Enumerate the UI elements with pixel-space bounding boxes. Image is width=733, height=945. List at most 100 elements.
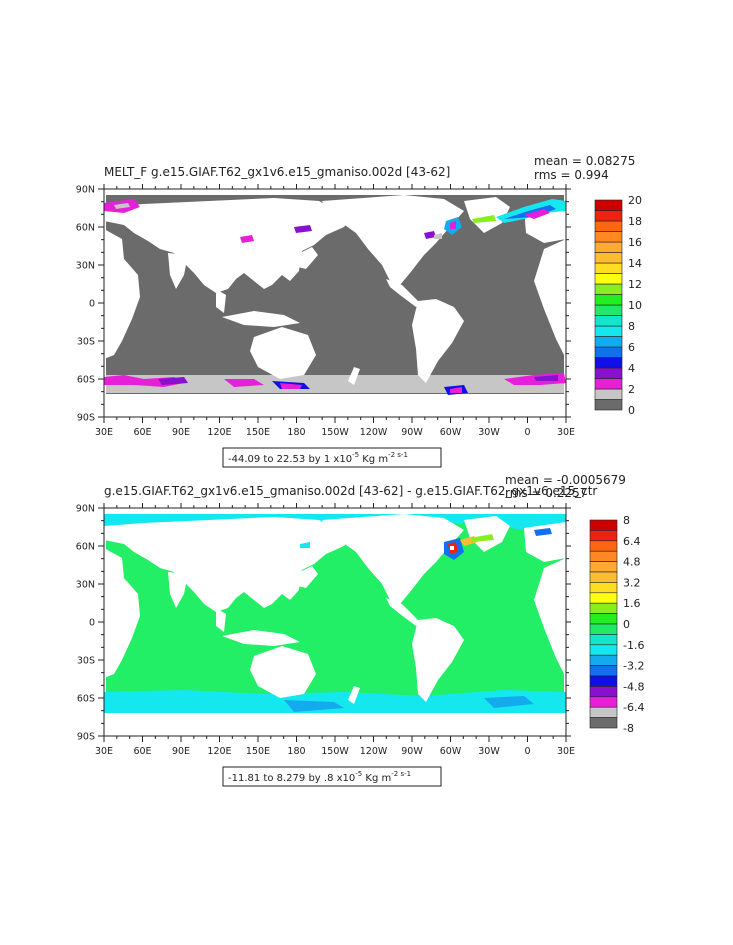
lon-tick-label: 90W <box>401 427 423 438</box>
lat-tick-label: 90N <box>76 185 95 196</box>
lon-tick-label: 90W <box>401 746 423 757</box>
colorbar-swatch <box>589 634 618 646</box>
colorbar-label: 0 <box>623 618 630 631</box>
lon-tick-label: 30W <box>478 427 500 438</box>
colorbar-swatch <box>589 696 618 708</box>
lat-tick-label: 60S <box>77 375 95 386</box>
colorbar-swatch <box>589 519 618 531</box>
colorbar-label: 3.2 <box>623 576 641 589</box>
panel-1-title: MELT_F g.e15.GIAF.T62_gx1v6.e15_gmaniso.… <box>104 165 450 179</box>
range-units-exponent: -2 s-1 <box>391 770 411 778</box>
range-units: Kg m <box>362 773 391 784</box>
colorbar-label: 6.4 <box>623 535 641 548</box>
colorbar-swatch <box>594 262 623 274</box>
colorbar-swatch <box>594 252 623 264</box>
range-exponent: -5 <box>355 770 362 778</box>
lon-tick-label: 120W <box>360 427 388 438</box>
colorbar-label: 14 <box>628 257 642 270</box>
panel-2-map <box>103 507 567 737</box>
lon-tick-label: 30E <box>557 746 575 757</box>
lon-tick-label: 90E <box>172 427 190 438</box>
colorbar-swatch <box>594 241 623 253</box>
colorbar-swatch <box>589 665 618 677</box>
colorbar-swatch <box>589 644 618 656</box>
lon-tick-label: 150E <box>246 427 270 438</box>
lat-tick-label: 30S <box>77 656 95 667</box>
panel-2-rms: rms = 0.2257 <box>505 486 587 500</box>
colorbar-swatch <box>589 613 618 625</box>
lon-tick-label: 30E <box>95 746 113 757</box>
colorbar-swatch <box>594 220 623 232</box>
colorbar-label: 6 <box>628 341 635 354</box>
colorbar-swatch <box>589 706 618 718</box>
range-text: -11.81 to 8.279 by .8 x10 <box>228 773 355 784</box>
lat-tick-label: 0 <box>89 299 95 310</box>
colorbar-label: 10 <box>628 299 642 312</box>
range-text: -44.09 to 22.53 by 1 x10 <box>228 454 352 465</box>
colorbar-swatch <box>594 273 623 285</box>
panel-1: MELT_F g.e15.GIAF.T62_gx1v6.e15_gmaniso.… <box>76 154 642 468</box>
colorbar-swatch <box>594 283 623 295</box>
colorbar-label: 12 <box>628 278 642 291</box>
colorbar-label: -8 <box>623 722 634 735</box>
lon-tick-label: 30E <box>557 427 575 438</box>
colorbar-label: -6.4 <box>623 701 644 714</box>
panel-1-range-box: -44.09 to 22.53 by 1 x10-5 Kg m-2 s-1 <box>222 447 442 468</box>
colorbar-label: 18 <box>628 215 642 228</box>
colorbar-label: 8 <box>628 320 635 333</box>
colorbar-swatch <box>589 571 618 583</box>
colorbar-swatch <box>589 654 618 666</box>
lat-tick-label: 30S <box>77 337 95 348</box>
colorbar-swatch <box>594 388 623 400</box>
lon-tick-label: 0 <box>524 746 530 757</box>
colorbar-label: 1.6 <box>623 597 641 610</box>
panel-1-colorbar: 0 2 4 6 8 10 12 14 16 18 20 <box>594 194 642 417</box>
lon-tick-label: 180 <box>287 746 305 757</box>
lat-tick-label: 30N <box>76 580 95 591</box>
colorbar-label: -4.8 <box>623 680 644 693</box>
panel-2-title: g.e15.GIAF.T62_gx1v6.e15_gmaniso.002d [4… <box>104 484 597 498</box>
lon-tick-label: 150E <box>246 746 270 757</box>
lat-tick-label: 60N <box>76 542 95 553</box>
colorbar-swatch <box>589 540 618 552</box>
colorbar-swatch <box>594 357 623 369</box>
lat-tick-label: 90S <box>77 732 95 743</box>
lon-tick-label: 150W <box>321 746 349 757</box>
melt-highlights-south <box>104 373 566 395</box>
colorbar-swatch <box>594 325 623 337</box>
lat-tick-label: 30N <box>76 261 95 272</box>
colorbar-swatch <box>589 675 618 687</box>
colorbar-label: 20 <box>628 194 642 207</box>
lon-tick-label: 120E <box>207 746 231 757</box>
colorbar-swatch <box>589 582 618 594</box>
colorbar-label: 16 <box>628 236 642 249</box>
colorbar-swatch <box>594 378 623 390</box>
colorbar-swatch <box>594 336 623 348</box>
lat-tick-label: 0 <box>89 618 95 629</box>
colorbar-label: 8 <box>623 514 630 527</box>
lat-tick-label: 90N <box>76 504 95 515</box>
lon-tick-label: 120W <box>360 746 388 757</box>
anomaly-north-atlantic <box>300 528 552 560</box>
colorbar-label: 0 <box>628 404 635 417</box>
range-units: Kg m <box>359 454 388 465</box>
colorbar-swatch <box>594 367 623 379</box>
lon-tick-label: 90E <box>172 746 190 757</box>
colorbar-swatch <box>589 530 618 542</box>
colorbar-swatch <box>589 602 618 614</box>
colorbar-label: 4.8 <box>623 556 641 569</box>
lon-tick-label: 30E <box>95 427 113 438</box>
lat-tick-label: 60S <box>77 694 95 705</box>
lon-tick-label: 150W <box>321 427 349 438</box>
colorbar-swatch <box>594 210 623 222</box>
lon-tick-label: 60W <box>440 746 462 757</box>
panel-1-mean: mean = 0.08275 <box>534 154 635 168</box>
colorbar-swatch <box>589 717 618 729</box>
panel-1-axes: 30E 60E 90E 120E 150E 180 150W 120W 90W 60W 30W 0 30… <box>76 184 575 438</box>
colorbar-swatch <box>594 399 623 411</box>
lon-tick-label: 60E <box>133 427 151 438</box>
lon-tick-label: 180 <box>287 427 305 438</box>
lon-tick-label: 60E <box>133 746 151 757</box>
colorbar-label: -1.6 <box>623 639 644 652</box>
panel-1-rms: rms = 0.994 <box>534 168 609 182</box>
